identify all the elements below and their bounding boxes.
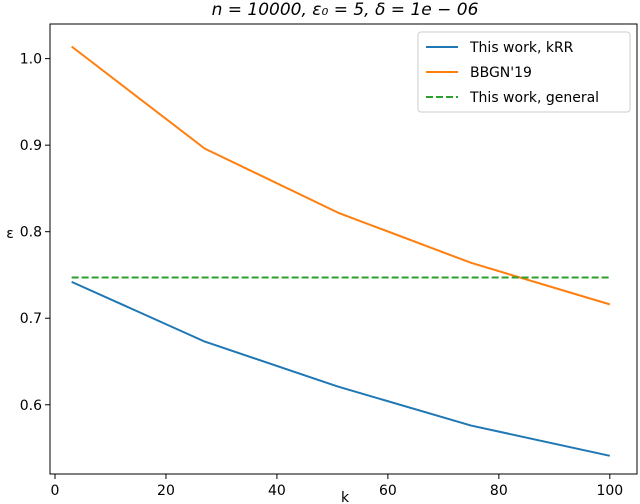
x-tick-label: 20 bbox=[157, 483, 175, 499]
x-tick-label: 100 bbox=[596, 483, 623, 499]
y-tick-label: 0.8 bbox=[20, 225, 42, 241]
chart-title: n = 10000, ε₀ = 5, δ = 1e − 06 bbox=[212, 0, 479, 20]
y-tick-label: 0.7 bbox=[20, 311, 42, 327]
x-tick-label: 40 bbox=[268, 483, 286, 499]
legend: This work, kRR BBGN'19 This work, general bbox=[417, 31, 631, 113]
x-axis-label: k bbox=[341, 490, 350, 504]
legend-entry: This work, kRR bbox=[469, 40, 574, 56]
y-axis-label: ε bbox=[6, 226, 14, 242]
x-axis-ticks: 0 20 40 60 80 100 bbox=[51, 474, 623, 499]
plot-lines bbox=[71, 45, 611, 457]
legend-entry: BBGN'19 bbox=[470, 65, 532, 81]
plot-frame bbox=[49, 23, 638, 475]
y-axis-ticks: 0.6 0.7 0.8 0.9 1.0 bbox=[20, 52, 50, 414]
y-tick-label: 0.6 bbox=[20, 398, 42, 414]
legend-box bbox=[417, 31, 631, 113]
x-tick-label: 80 bbox=[490, 483, 508, 499]
y-tick-label: 1.0 bbox=[20, 52, 42, 68]
x-tick-label: 60 bbox=[379, 483, 397, 499]
legend-entry: This work, general bbox=[469, 90, 599, 106]
y-tick-label: 0.9 bbox=[20, 138, 42, 154]
series-line bbox=[71, 280, 611, 457]
x-tick-label: 0 bbox=[51, 483, 60, 499]
